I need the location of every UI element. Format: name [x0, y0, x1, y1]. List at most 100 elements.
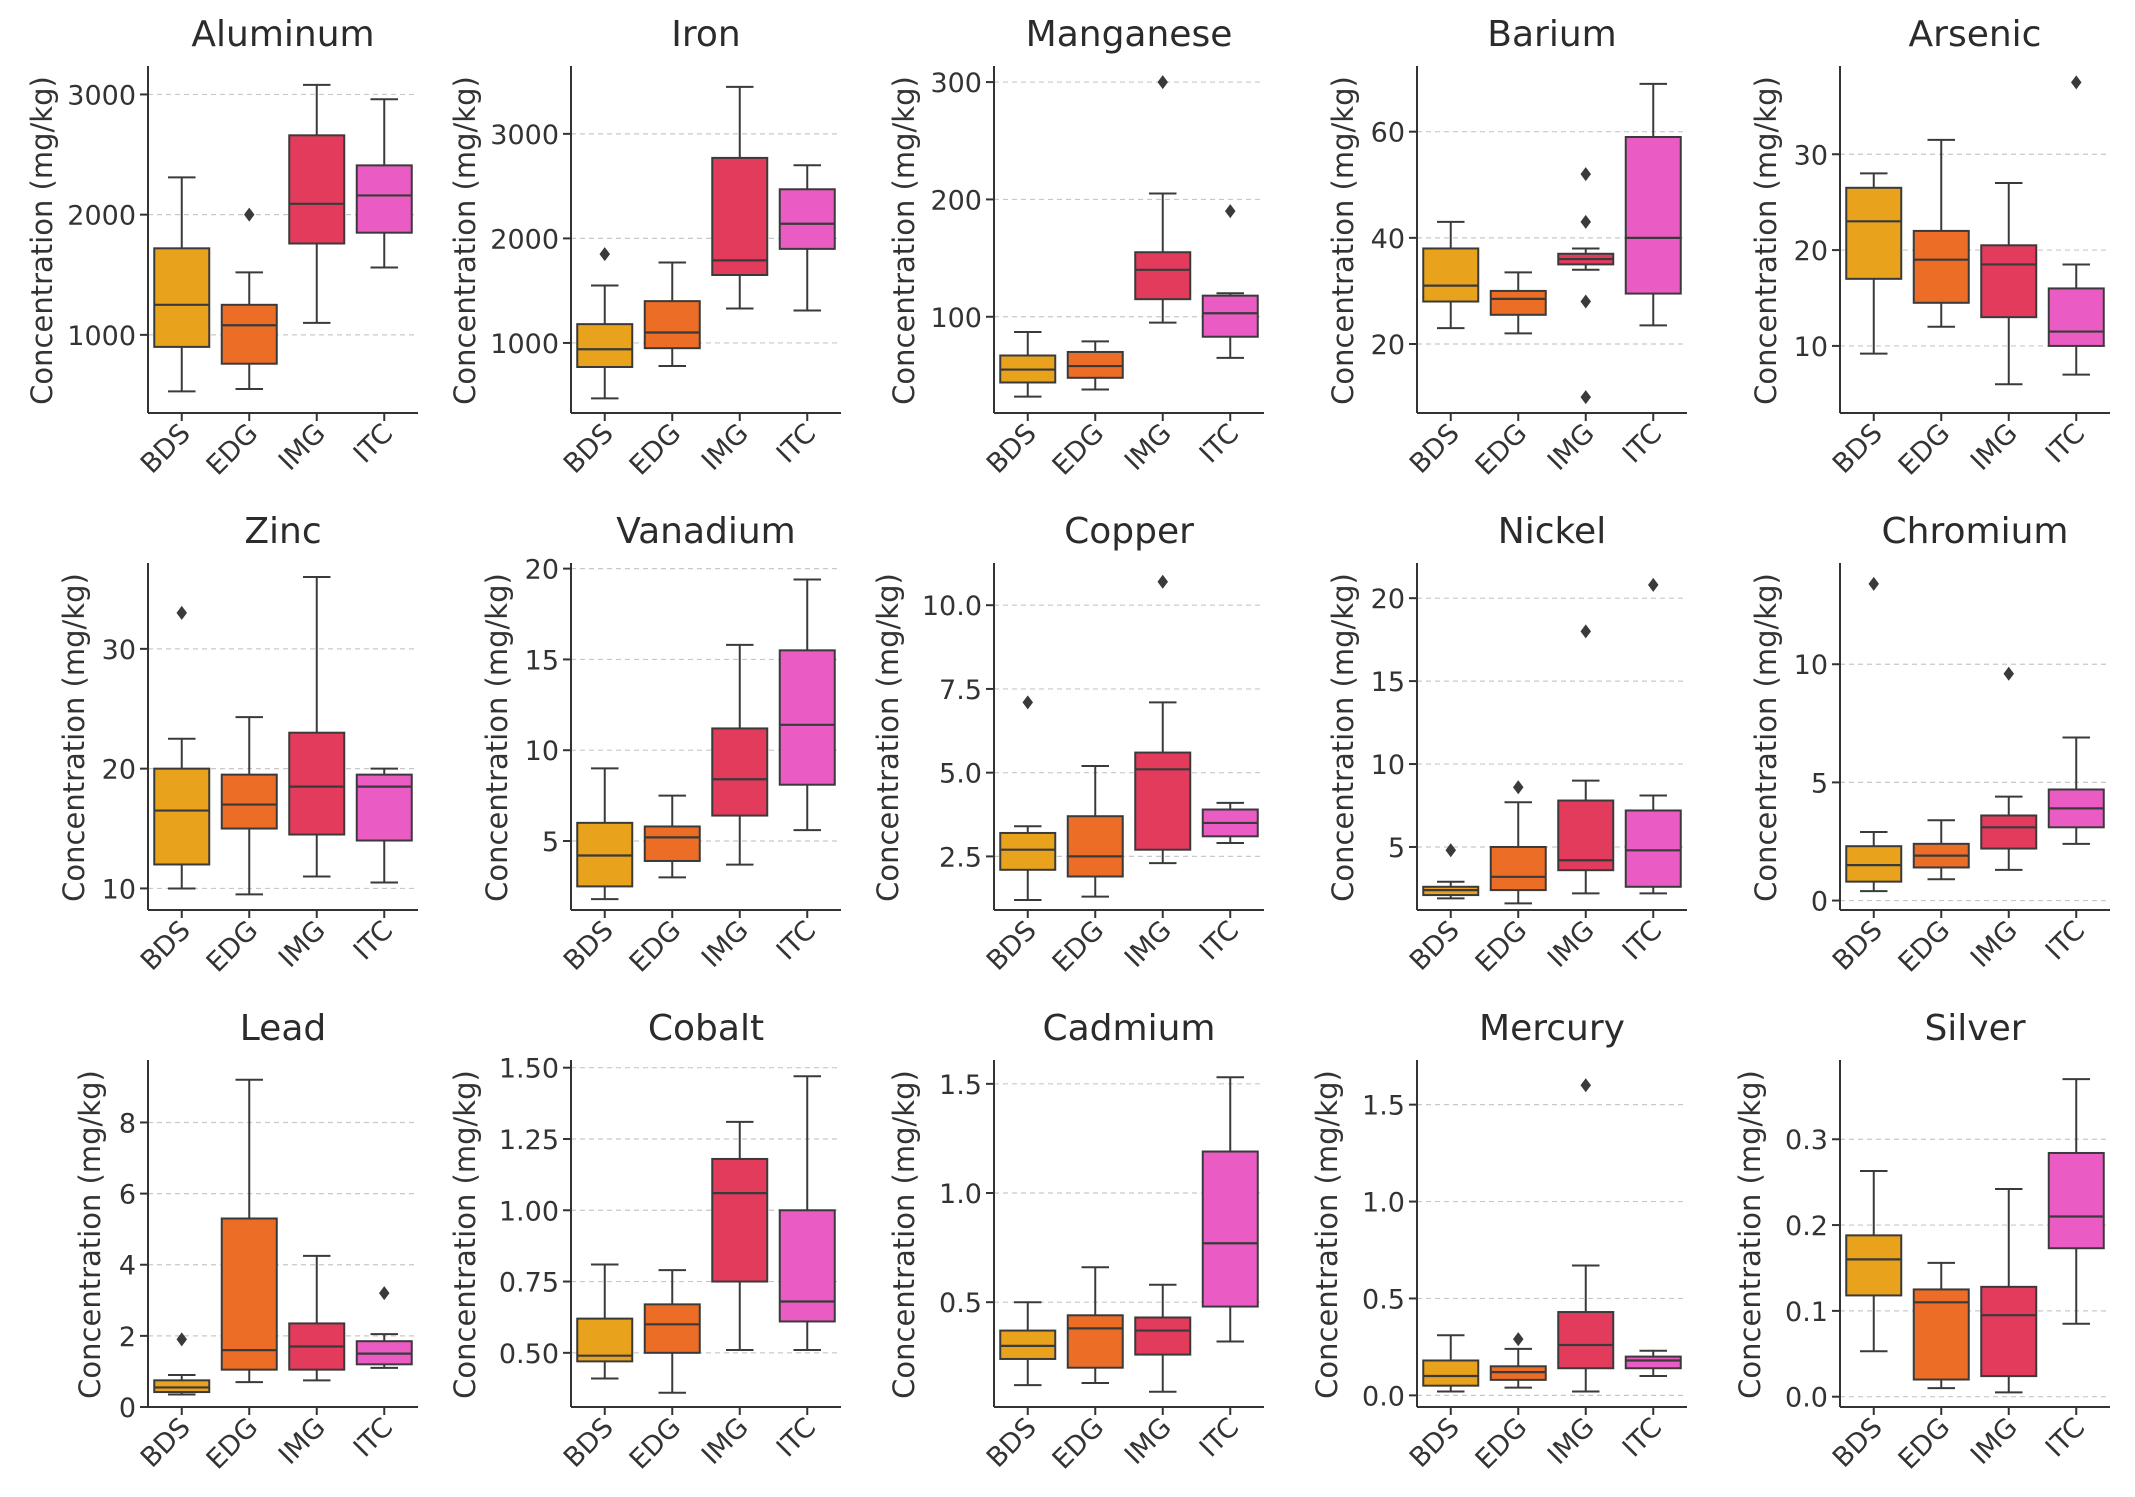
x-tick-label: IMG [1542, 418, 1601, 477]
iqr-box [1066, 1314, 1124, 1369]
x-tick-label: ITC [2040, 418, 2091, 469]
x-tick-label: BDS [135, 418, 197, 480]
iqr-box [1489, 845, 1547, 892]
y-axis-label: Concentration (mg/kg) [887, 1070, 921, 1399]
iqr-box [1624, 1355, 1682, 1370]
iqr-box [1066, 350, 1124, 379]
y-tick-label: 1.5 [1362, 1091, 1405, 1122]
x-tick-label: EDG [201, 1412, 264, 1475]
y-tick-label: 15 [525, 645, 559, 676]
iqr-box [1845, 845, 1903, 883]
x-tick-label: BDS [135, 915, 197, 977]
panel-title: Barium [1487, 14, 1616, 55]
box-edg [220, 207, 278, 390]
x-tick-label: ITC [1617, 418, 1668, 469]
y-tick-label: 2000 [67, 201, 136, 232]
x-tick-label: IMG [1965, 915, 2024, 974]
box-itc [1624, 1349, 1682, 1377]
y-tick-label: 0.0 [1785, 1383, 1828, 1414]
box-bds [1845, 576, 1903, 893]
outlier-marker [1225, 204, 1236, 219]
box-img [1134, 1283, 1192, 1393]
iqr-box [1489, 289, 1547, 316]
iqr-box [1980, 1285, 2038, 1378]
iqr-box [1912, 1288, 1970, 1381]
box-img [288, 83, 346, 324]
y-tick-label: 1.00 [499, 1196, 559, 1227]
box-img [1557, 1078, 1615, 1393]
box-bds [999, 695, 1057, 901]
box-itc [778, 164, 836, 312]
outlier-marker [1022, 695, 1033, 710]
panel-title: Copper [1064, 511, 1194, 552]
y-tick-label: 30 [1794, 140, 1828, 171]
iqr-box [1134, 751, 1192, 851]
box-edg [1912, 819, 1970, 881]
x-tick-label: EDG [624, 418, 687, 481]
panel-title: Manganese [1026, 14, 1233, 55]
x-tick-label: EDG [1893, 418, 1956, 481]
y-axis-label: Concentration (mg/kg) [871, 573, 905, 902]
panel-mercury: 0.0 0.5 1.0 1.5 Mercury Concentration (mg/kg)… [1310, 1008, 1687, 1476]
iqr-box [220, 1217, 278, 1371]
box-img [1980, 1188, 2038, 1394]
box-edg [1912, 1261, 1970, 1390]
x-tick-label: IMG [273, 915, 332, 974]
y-tick-label: 0.1 [1785, 1297, 1828, 1328]
box-itc [1624, 577, 1682, 895]
y-tick-label: 20 [1794, 236, 1828, 267]
y-tick-label: 0 [1811, 887, 1828, 918]
box-bds [999, 331, 1057, 398]
box-bds [1422, 1334, 1480, 1393]
panel-lead: 0 2 4 6 8 Lead Concentration (mg/kg) BDS EDG IMG I… [73, 1008, 418, 1476]
x-tick-label: IMG [1542, 915, 1601, 974]
iqr-box [778, 649, 836, 786]
box-edg [1489, 271, 1547, 335]
box-img [711, 1120, 769, 1351]
box-img [288, 1254, 346, 1382]
y-tick-label: 5 [1388, 833, 1405, 864]
iqr-box [643, 1303, 701, 1354]
outlier-marker [1513, 780, 1524, 795]
outlier-marker [1513, 1332, 1524, 1347]
iqr-box [1557, 799, 1615, 872]
box-bds [1422, 220, 1480, 330]
outlier-marker [2003, 666, 2014, 681]
x-tick-label: EDG [1047, 915, 1110, 978]
outlier-marker [176, 605, 187, 620]
outlier-marker [379, 1286, 390, 1301]
outlier-marker [1648, 577, 1659, 592]
box-edg [1066, 340, 1124, 391]
outlier-marker [1445, 843, 1456, 858]
y-tick-label: 1.0 [939, 1179, 982, 1210]
y-tick-label: 1000 [490, 329, 559, 360]
iqr-box [1624, 136, 1682, 295]
y-tick-label: 1.0 [1362, 1188, 1405, 1219]
box-edg [220, 716, 278, 896]
x-tick-label: ITC [2040, 915, 2091, 966]
box-img [288, 575, 346, 878]
box-itc [355, 1286, 413, 1369]
box-img [1980, 182, 2038, 386]
panel-title: Vanadium [616, 511, 796, 552]
y-tick-label: 1.25 [499, 1125, 559, 1156]
y-axis-label: Concentration (mg/kg) [480, 573, 514, 902]
iqr-box [1624, 809, 1682, 888]
iqr-box [1201, 1150, 1259, 1308]
box-bds [153, 605, 211, 890]
x-tick-label: ITC [771, 418, 822, 469]
x-tick-label: EDG [624, 915, 687, 978]
box-itc [355, 767, 413, 884]
y-tick-label: 20 [102, 755, 136, 786]
y-tick-label: 1.5 [939, 1070, 982, 1101]
panel-title: Nickel [1498, 511, 1606, 552]
y-tick-label: 10 [1794, 650, 1828, 681]
x-tick-label: BDS [558, 418, 620, 480]
y-tick-label: 100 [930, 303, 982, 334]
outlier-marker [1157, 574, 1168, 589]
y-axis-label: Concentration (mg/kg) [57, 573, 91, 902]
x-tick-label: ITC [771, 1412, 822, 1463]
